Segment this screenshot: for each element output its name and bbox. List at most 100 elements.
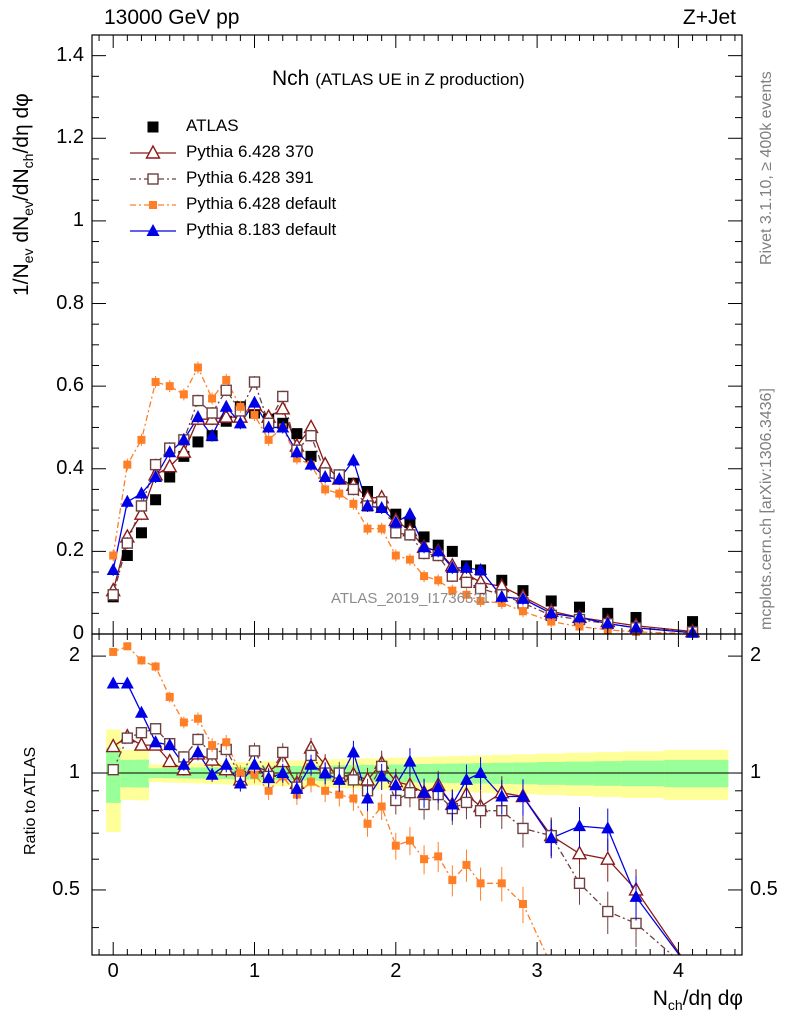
pythia-8-183-default-point [495, 589, 509, 602]
pythia-8-183-default-ratio-point [163, 738, 177, 751]
pythia-6-428-default-point [292, 454, 301, 463]
pythia-6-428-default-point [208, 394, 217, 403]
stat-uncertainty-band [134, 759, 150, 788]
legend-label: Pythia 6.428 391 [186, 168, 314, 187]
pythia-6-428-default-point [497, 599, 506, 608]
pythia-8-183-default-point [361, 498, 375, 511]
pythia-8-183-default-ratio-point [573, 819, 586, 832]
ratio-plot-frame [91, 633, 743, 956]
pythia-8-183-default-point [163, 445, 177, 458]
pythia-6-428-default-line [112, 366, 693, 634]
pythia-6-428-391-point [305, 430, 317, 442]
pythia-6-428-default-ratio-point [193, 714, 202, 723]
atlas-point [150, 494, 162, 506]
atlas-point [418, 531, 430, 543]
pythia-8-183-default-ratio-point [516, 789, 530, 802]
pythia-6-428-391-line [112, 380, 693, 633]
plot-title: Nch (ATLAS UE in Z production) [272, 67, 525, 91]
y-axis-label: 1/Nev dNev/dNch/dη dφ [10, 93, 37, 296]
pythia-6-428-default-ratio-point [434, 852, 443, 861]
pythia-6-428-default-point [462, 590, 471, 599]
legend-swatch [130, 173, 176, 185]
pythia-6-428-default-point [321, 485, 330, 494]
stat-uncertainty-band [664, 759, 729, 788]
pythia-6-428-default-ratio-point [476, 879, 485, 888]
atlas-point [687, 616, 699, 628]
pythia-8-183-default-point [233, 416, 247, 429]
pythia-8-183-default-ratio-point [445, 797, 459, 810]
pythia-8-183-default-point [601, 616, 615, 629]
pythia-8-183-default-point [262, 420, 276, 433]
pythia-8-183-default-point [205, 428, 219, 441]
pythia-6-428-default-point [335, 489, 344, 498]
pythia-8-183-default-point [120, 494, 134, 507]
x-tick-label: 2 [390, 960, 402, 982]
pythia-8-183-default-ratio-point [361, 791, 375, 804]
pythia-6-428-391-ratio-point [517, 822, 529, 835]
plot-subtitle: (ATLAS UE in Z production) [315, 70, 525, 89]
pythia-6-428-default-point [123, 460, 132, 469]
pythia-6-428-default-ratio-point [462, 860, 471, 869]
pythia-6-428-370-ratio-point [571, 845, 588, 860]
pythia-8-183-default-ratio-point [134, 705, 148, 718]
pythia-8-183-default-ratio-point [276, 766, 290, 779]
pythia-6-428-default-point [377, 524, 386, 533]
pythia-6-428-391-ratio-point [149, 723, 162, 735]
x-tick-label: 0 [107, 960, 119, 982]
analysis-label: ATLAS_2019_I1736531 [331, 590, 491, 607]
pythia-6-428-default-point [250, 411, 259, 420]
pythia-6-428-default-ratio-point [137, 656, 146, 665]
legend-swatch [147, 121, 159, 133]
atlas-point [545, 595, 557, 607]
ratio-tick-label-right: 1 [750, 761, 762, 784]
pythia-6-428-default-ratio-point [335, 790, 344, 799]
pythia-6-428-default-ratio-point [123, 642, 132, 651]
pythia-6-428-default-point [236, 402, 245, 411]
pythia-8-183-default-ratio-point [149, 735, 163, 748]
pythia-8-183-default-ratio-point [389, 778, 403, 791]
pythia-8-183-default-ratio-point [346, 745, 360, 758]
pythia-6-428-391-point [474, 582, 487, 595]
y-tick-label: 1.4 [56, 43, 84, 66]
pythia-8-183-default-ratio-point [332, 772, 346, 785]
pythia-8-183-default-ratio-point [120, 676, 134, 689]
ratio-tick-label: 0.5 [52, 877, 80, 900]
pythia-6-428-default-ratio-point [165, 692, 174, 701]
x-tick-label: 3 [531, 960, 543, 982]
pythia-6-428-default-point [405, 555, 414, 564]
pythia-6-428-391-ratio-point [192, 733, 204, 746]
pythia-8-183-default-ratio-point [459, 772, 473, 785]
pythia-8-183-default-ratio-point [495, 789, 509, 802]
process-label: Z+Jet [682, 6, 736, 29]
pythia-8-183-default-ratio-point [304, 757, 318, 770]
pythia-6-428-default-point [109, 551, 118, 560]
pythia-6-428-default-point [193, 363, 202, 372]
pythia-6-428-default-ratio-point [179, 718, 188, 727]
pythia-8-183-default-line [112, 401, 693, 634]
pythia-6-428-default-ratio-line [112, 645, 548, 955]
pythia-6-428-default-point [448, 586, 457, 595]
pythia-6-428-370-ratio-point [162, 753, 178, 768]
legend-label: Pythia 8.183 default [186, 220, 337, 239]
data-markers [105, 361, 701, 948]
pythia-6-428-default-ratio-point [109, 647, 118, 656]
pythia-8-183-default-point [403, 507, 417, 520]
pythia-6-428-default-ratio-point [208, 741, 217, 750]
atlas-point [291, 428, 303, 440]
pythia-6-428-default-point [575, 622, 584, 631]
pythia-8-183-default-point [318, 470, 332, 483]
pythia-8-183-default-ratio-point [629, 889, 643, 902]
pythia-6-428-370-ratio-point [133, 736, 150, 751]
pythia-8-183-default-ratio-point [431, 780, 445, 793]
pythia-6-428-391-ratio-point [573, 877, 586, 890]
pythia-8-183-default-ratio-point [191, 745, 205, 758]
pythia-8-183-default-ratio-point [375, 769, 389, 782]
pythia-8-183-default-point [445, 560, 459, 573]
pythia-8-183-default-point [573, 610, 586, 623]
pythia-8-183-default-point [431, 544, 445, 557]
x-tick-label: 1 [248, 960, 261, 982]
pythia-6-428-default-point [420, 572, 429, 581]
pythia-6-428-default-ratio-point [222, 738, 231, 747]
pythia-8-183-default-point [134, 486, 148, 499]
